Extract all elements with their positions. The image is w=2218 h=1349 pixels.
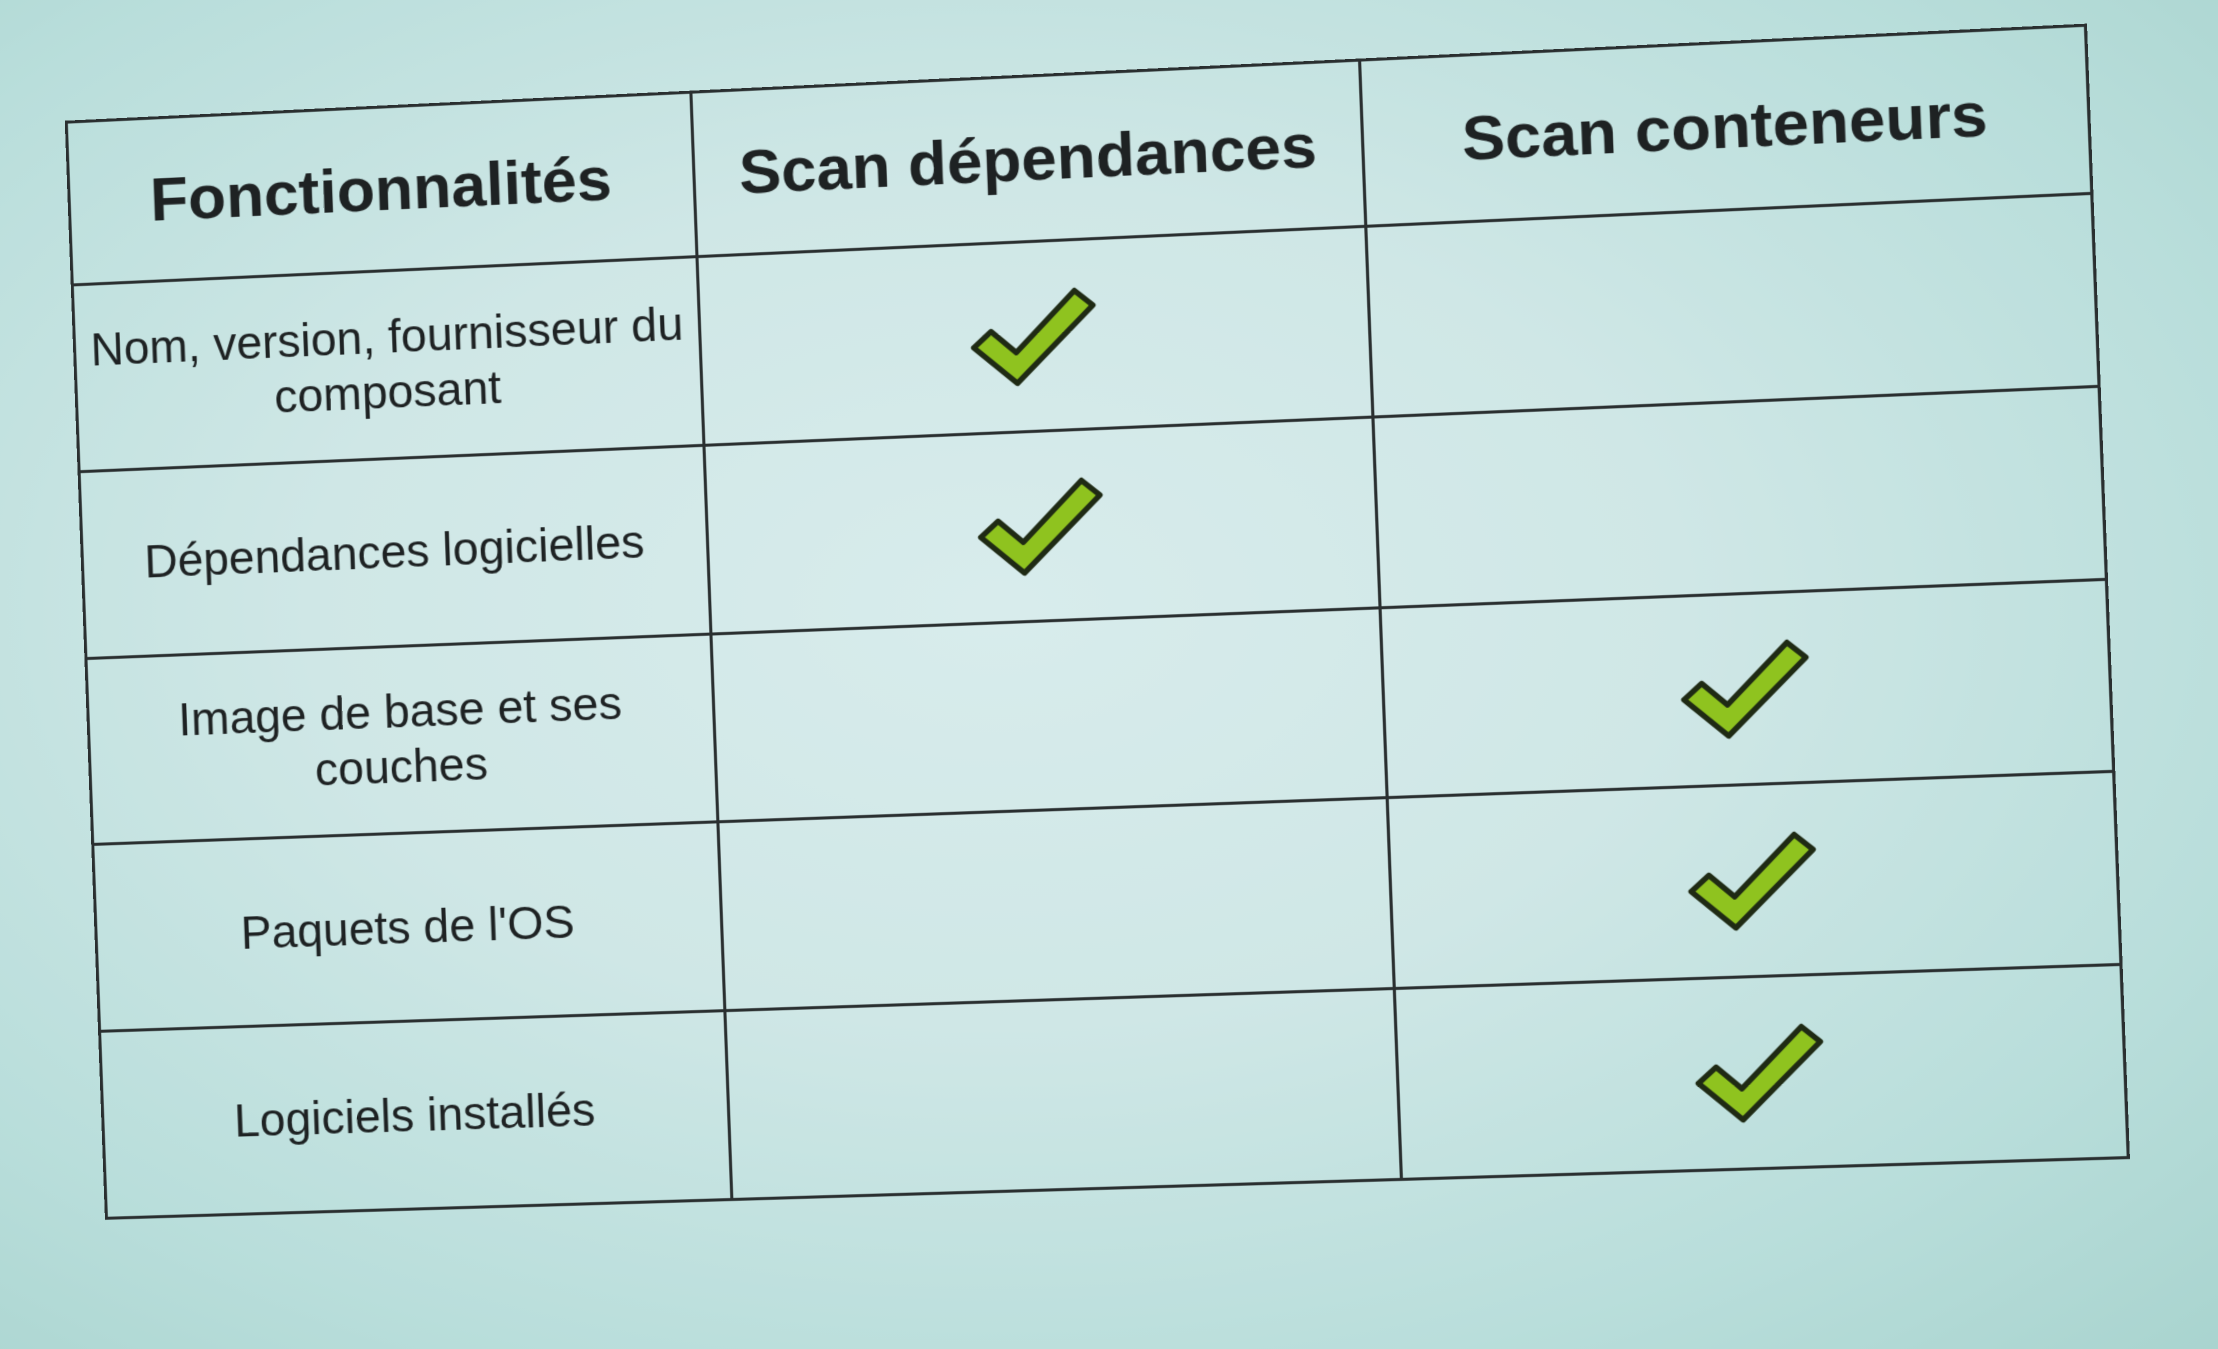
header-scan-conteneurs: Scan conteneurs xyxy=(1359,25,2092,227)
cell-scan-dependances xyxy=(717,798,1395,1011)
row-label: Logiciels installés xyxy=(99,1010,732,1219)
checkmark-icon xyxy=(964,278,1102,395)
row-label: Paquets de l'OS xyxy=(92,822,725,1032)
cell-scan-conteneurs xyxy=(1387,771,2121,989)
header-scan-dependances: Scan dépendances xyxy=(690,60,1366,257)
cell-scan-dependances xyxy=(703,416,1381,634)
table-row: Logiciels installés xyxy=(99,964,2129,1219)
row-label: Dépendances logicielles xyxy=(79,445,711,659)
checkmark-icon xyxy=(1689,1014,1830,1131)
cell-scan-conteneurs xyxy=(1380,578,2114,799)
table-row: Image de base et ses couches xyxy=(85,578,2114,845)
cell-scan-dependances xyxy=(696,226,1373,446)
cell-scan-conteneurs xyxy=(1372,386,2107,608)
table-row: Dépendances logicielles xyxy=(79,386,2107,659)
checkmark-icon xyxy=(971,467,1109,584)
feature-comparison-table: Fonctionnalités Scan dépendances Scan co… xyxy=(65,24,2130,1220)
cell-scan-dependances xyxy=(724,988,1402,1200)
table-row: Paquets de l'OS xyxy=(92,771,2121,1032)
checkmark-icon xyxy=(1674,630,1815,748)
row-label: Nom, version, fournisseur du composant xyxy=(72,256,704,472)
cell-scan-dependances xyxy=(710,607,1388,823)
checkmark-icon xyxy=(1681,822,1822,940)
row-label: Image de base et ses couches xyxy=(85,633,718,845)
cell-scan-conteneurs xyxy=(1394,964,2129,1180)
table-row: Nom, version, fournisseur du composant xyxy=(72,193,2100,472)
header-fonctionnalites: Fonctionnalités xyxy=(66,92,697,285)
comparison-table-wrapper: Fonctionnalités Scan dépendances Scan co… xyxy=(65,24,2129,1270)
cell-scan-conteneurs xyxy=(1365,193,2100,417)
